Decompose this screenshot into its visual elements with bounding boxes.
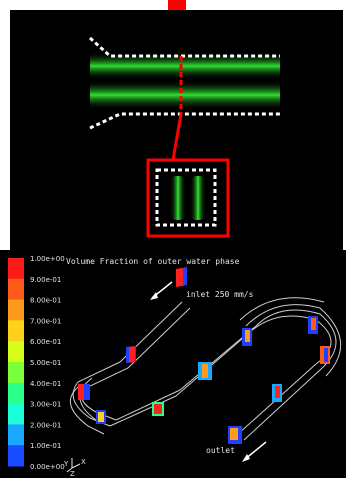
colorbar-segment bbox=[8, 299, 24, 321]
colorbar-segment bbox=[8, 424, 24, 446]
colorbar-segment bbox=[8, 445, 24, 467]
slice-outlet bbox=[228, 426, 242, 444]
colorbar-segment bbox=[8, 341, 24, 363]
outlet-label: outlet bbox=[206, 446, 235, 455]
cfd-diagram: 1.00e+00 9.00e-01 8.00e-01 7.00e-01 6.00e-01… bbox=[8, 255, 341, 478]
colorbar-segment bbox=[8, 258, 24, 280]
inlet-label: inlet 250 mm/s bbox=[186, 290, 254, 299]
cross-section-blob-left bbox=[170, 176, 186, 220]
slice-d bbox=[152, 402, 164, 416]
colorbar-tick-label: 9.00e-01 bbox=[30, 276, 61, 284]
colorbar-tick-label: 6.00e-01 bbox=[30, 338, 61, 346]
outlet-arrow bbox=[242, 441, 267, 462]
cfd-result-panel: 1.00e+00 9.00e-01 8.00e-01 7.00e-01 6.00e-01… bbox=[0, 250, 346, 478]
colorbar-tick-label: 5.00e-01 bbox=[30, 359, 61, 367]
colorbar-segment bbox=[8, 278, 24, 301]
slice-b bbox=[78, 384, 90, 400]
slice-g bbox=[308, 316, 318, 334]
inlet-arrow bbox=[150, 281, 173, 300]
slice-h bbox=[320, 346, 330, 364]
channel-flow-panel bbox=[10, 10, 343, 250]
axis-y-label: Y bbox=[63, 460, 69, 468]
colorbar-tick-label: 8.00e-01 bbox=[30, 297, 61, 305]
colorbar-tick-label: 7.00e-01 bbox=[30, 317, 61, 325]
colorbar-segment bbox=[8, 320, 24, 342]
slice-a bbox=[126, 346, 136, 363]
colorbar-segment bbox=[8, 382, 24, 405]
axis-x-label: X bbox=[81, 458, 86, 466]
colorbar-ticks: 1.00e+00 9.00e-01 8.00e-01 7.00e-01 6.00e-01… bbox=[30, 255, 65, 471]
cross-section-blob-right bbox=[190, 176, 206, 220]
slice-e bbox=[198, 362, 212, 380]
colorbar-tick-label: 3.00e-01 bbox=[30, 401, 61, 409]
lower-channel-wall bbox=[89, 112, 280, 130]
colorbar-tick-label: 4.00e-01 bbox=[30, 380, 61, 388]
axis-triad bbox=[66, 458, 81, 473]
cross-section-slices bbox=[78, 267, 330, 444]
lower-flow-band bbox=[90, 80, 280, 110]
slice-inlet bbox=[176, 267, 187, 287]
slice-f bbox=[242, 328, 252, 346]
zoom-box-inner-boundary bbox=[155, 168, 217, 227]
colorbar-tick-label: 2.00e-01 bbox=[30, 421, 61, 429]
axis-z-label: Z bbox=[70, 470, 75, 478]
colorbar bbox=[8, 258, 24, 467]
upper-channel-wall bbox=[88, 36, 280, 58]
slice-i bbox=[272, 384, 282, 402]
slice-c bbox=[96, 410, 106, 424]
colorbar-segment bbox=[8, 403, 24, 425]
zoom-callout-lines bbox=[171, 113, 228, 162]
channel-flow-diagram bbox=[88, 36, 280, 238]
colorbar-tick-label: 1.00e-01 bbox=[30, 442, 61, 450]
colorbar-tick-label: 1.00e+00 bbox=[30, 255, 65, 263]
colorbar-tick-label: 0.00e+00 bbox=[30, 463, 65, 471]
colorbar-segment bbox=[8, 362, 24, 384]
top-red-marker bbox=[168, 0, 186, 10]
plot-title: Volume Fraction of outer water phase bbox=[66, 257, 240, 266]
